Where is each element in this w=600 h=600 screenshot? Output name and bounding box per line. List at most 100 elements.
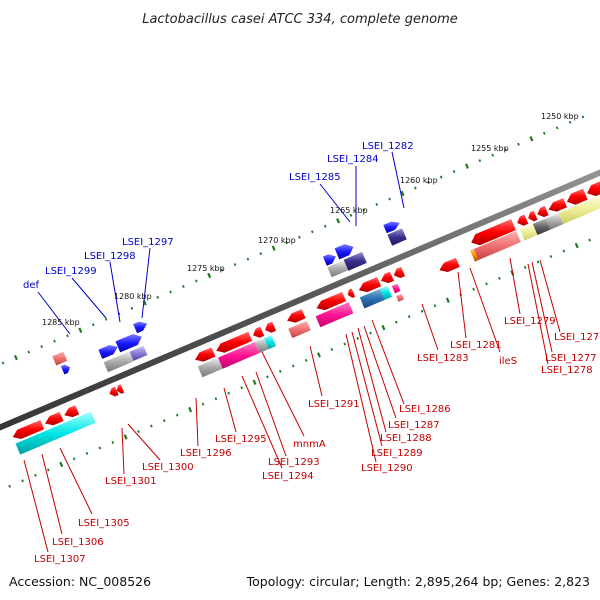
leader-line — [469, 267, 501, 353]
gene-label[interactable]: LSEI_1298 — [84, 251, 136, 262]
scale-tick — [504, 148, 507, 152]
forward-gene — [327, 260, 349, 278]
reverse-gene — [347, 288, 356, 298]
leader-line — [223, 387, 237, 433]
leader-line — [527, 263, 549, 365]
reverse-gene — [558, 195, 600, 225]
scale-tick — [536, 260, 540, 264]
forward-gene — [334, 244, 354, 260]
scale-tick — [259, 252, 263, 256]
tick-label: 1270 kbp — [258, 236, 296, 245]
gene-label[interactable]: LSEI_1301 — [105, 476, 157, 487]
gene-label[interactable]: LSEI_1276 — [554, 332, 600, 343]
scale-tick — [542, 131, 546, 135]
gene-label[interactable]: def — [23, 280, 40, 291]
reverse-gene — [265, 321, 277, 333]
reverse-gene — [393, 266, 405, 278]
scale-tick — [555, 126, 559, 130]
scale-tick — [271, 245, 276, 251]
gene-label[interactable]: LSEI_1288 — [380, 433, 432, 444]
scale-tick — [47, 468, 50, 472]
forward-gene — [103, 351, 134, 373]
gene-label[interactable]: LSEI_1296 — [180, 448, 232, 459]
scale-tick — [369, 331, 372, 335]
reverse-gene — [197, 357, 223, 378]
gene-label[interactable]: LSEI_1286 — [399, 404, 451, 415]
reverse-gene — [216, 331, 253, 353]
gene-label[interactable]: LSEI_1300 — [142, 462, 194, 473]
forward-gene — [60, 364, 70, 375]
scale-tick — [252, 379, 257, 386]
gene-label[interactable]: LSEI_1294 — [262, 471, 314, 482]
gene-label[interactable]: LSEI_1305 — [78, 518, 130, 529]
gene-label[interactable]: LSEI_1287 — [388, 420, 440, 431]
scale-tick — [66, 334, 69, 338]
forward-gene-labels: LSEI_1282 LSEI_1284 LSEI_1285 LSEI_1297 … — [23, 141, 414, 291]
tick-label: 1265 kbp — [330, 206, 368, 215]
scale-tick — [227, 391, 231, 395]
gene-label[interactable]: mnmA — [293, 439, 326, 450]
scale-tick — [517, 142, 520, 146]
leader-line — [255, 371, 287, 457]
leader-line — [121, 427, 125, 475]
scale-tick — [188, 406, 193, 413]
scale-tick — [478, 159, 482, 163]
map-title: Lactobacillus casei ATCC 334, complete g… — [142, 12, 458, 27]
scale-tick — [72, 457, 76, 461]
scale-tick — [400, 190, 405, 197]
scale-tick — [59, 461, 64, 468]
gene-label[interactable]: LSEI_1277 — [545, 353, 597, 364]
reverse-gene — [528, 210, 538, 222]
leader-line — [531, 261, 553, 353]
scale-tick — [523, 265, 527, 269]
scale-tick — [156, 295, 159, 299]
scale-tick — [291, 364, 295, 368]
scale-tick — [220, 268, 224, 272]
gene-label[interactable]: LSEI_1295 — [215, 434, 267, 445]
reverse-gene — [64, 405, 80, 418]
gene-label[interactable]: LSEI_1279 — [504, 316, 556, 327]
scale-tick — [407, 315, 411, 319]
gene-label[interactable]: LSEI_1291 — [308, 399, 360, 410]
gene-label[interactable]: LSEI_1281 — [450, 340, 502, 351]
scale-tick — [298, 235, 301, 239]
scale-tick — [304, 358, 308, 362]
leader-line — [59, 447, 93, 515]
gene-label[interactable]: LSEI_1285 — [289, 172, 341, 183]
scale-tick — [182, 284, 185, 288]
gene-label[interactable]: LSEI_1293 — [268, 457, 320, 468]
leader-line — [23, 459, 49, 553]
gene-label[interactable]: LSEI_1290 — [361, 463, 413, 474]
leader-line — [539, 259, 561, 333]
scale-tick — [310, 230, 314, 234]
reverse-gene — [12, 420, 45, 439]
gene-label[interactable]: LSEI_1307 — [34, 554, 86, 565]
leader-line — [41, 453, 63, 535]
gene-label[interactable]: ileS — [499, 356, 517, 367]
gene-label[interactable]: LSEI_1284 — [327, 154, 379, 165]
reverse-gene — [359, 288, 385, 309]
reverse-gene — [358, 277, 382, 293]
tick-label: 1280 kbp — [114, 292, 152, 301]
forward-gene — [383, 221, 400, 234]
gene-label[interactable]: LSEI_1278 — [541, 365, 593, 376]
gene-label[interactable]: LSEI_1289 — [371, 448, 423, 459]
reverse-gene — [315, 302, 354, 328]
gene-label[interactable]: LSEI_1282 — [362, 141, 414, 152]
gene-label[interactable]: LSEI_1299 — [45, 266, 97, 277]
accession-text: Accession: NC_008526 — [9, 574, 151, 589]
gene-features — [12, 181, 600, 455]
reverse-gene — [45, 411, 64, 426]
topology-text: Topology: circular; Length: 2,895,264 bp… — [246, 574, 590, 589]
scale-tick — [91, 323, 95, 327]
gene-label[interactable]: LSEI_1306 — [52, 537, 104, 548]
reverse-gene — [287, 309, 306, 323]
reverse-gene-labels: LSEI_1276 LSEI_1277 LSEI_1278 LSEI_1279 … — [34, 316, 600, 565]
scale-tick — [137, 430, 140, 434]
reverse-gene — [396, 293, 404, 302]
gene-label[interactable]: LSEI_1283 — [417, 353, 469, 364]
tick-label: 1250 kbp — [541, 112, 579, 121]
gene-label[interactable]: LSEI_1297 — [122, 237, 174, 248]
scale-tick — [336, 218, 341, 224]
